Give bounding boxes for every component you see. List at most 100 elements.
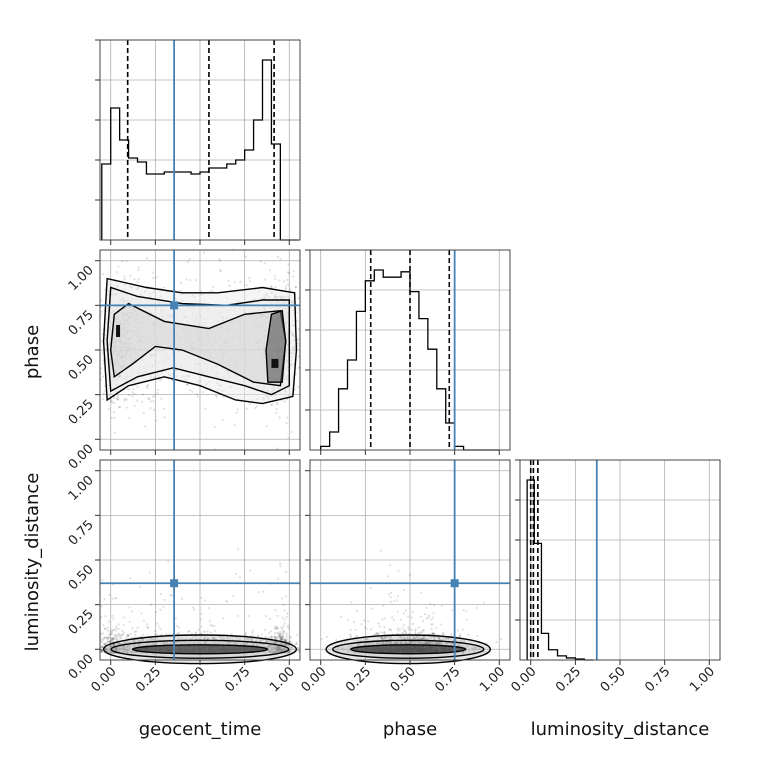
sample-point bbox=[110, 631, 113, 634]
sample-point bbox=[137, 330, 140, 334]
sample-point bbox=[293, 335, 296, 338]
sample-point bbox=[152, 354, 155, 357]
sample-point bbox=[265, 292, 269, 295]
sample-point bbox=[348, 633, 352, 636]
histogram-geocent_time bbox=[95, 39, 301, 245]
sample-point bbox=[225, 296, 228, 299]
sample-point bbox=[197, 311, 200, 314]
sample-point bbox=[179, 289, 182, 292]
sample-point bbox=[267, 398, 270, 401]
sample-point bbox=[289, 364, 293, 367]
sample-point bbox=[278, 633, 281, 637]
sample-point bbox=[125, 293, 128, 296]
sample-point bbox=[113, 330, 117, 333]
sample-point bbox=[130, 342, 133, 345]
sample-point bbox=[121, 356, 124, 359]
density-geocent_time-luminosity_distance: 0.00 0.25 0.50 0.75 1.000.000.250.500.751.00 bbox=[66, 459, 301, 695]
sample-point bbox=[139, 340, 142, 343]
sample-point bbox=[260, 633, 263, 636]
sample-point bbox=[129, 346, 132, 350]
sample-point bbox=[296, 633, 299, 636]
sample-point bbox=[151, 325, 154, 328]
sample-point bbox=[114, 322, 117, 325]
sample-point bbox=[234, 329, 238, 333]
x-tick-label: 0.75 bbox=[642, 664, 673, 695]
sample-point bbox=[297, 297, 300, 300]
sample-point bbox=[375, 633, 378, 636]
sample-point bbox=[261, 297, 264, 300]
sample-point bbox=[116, 364, 119, 367]
sample-point bbox=[230, 632, 233, 636]
sample-point bbox=[158, 361, 161, 364]
sample-point bbox=[256, 634, 260, 637]
sample-point bbox=[114, 292, 117, 295]
sample-point bbox=[435, 626, 438, 629]
sample-point bbox=[110, 293, 113, 296]
sample-point bbox=[399, 618, 403, 621]
sample-point bbox=[125, 308, 128, 312]
sample-point bbox=[352, 620, 356, 623]
sample-point bbox=[125, 260, 128, 263]
sample-point bbox=[429, 602, 432, 606]
sample-point bbox=[122, 314, 126, 317]
sample-point bbox=[116, 319, 119, 322]
sample-point bbox=[226, 341, 229, 345]
sample-point bbox=[155, 419, 158, 422]
sample-point bbox=[184, 375, 187, 378]
sample-point bbox=[360, 623, 363, 626]
sample-point bbox=[154, 629, 157, 633]
sample-point bbox=[152, 290, 155, 294]
sample-point bbox=[255, 379, 258, 382]
sample-point bbox=[291, 333, 294, 336]
sample-point bbox=[113, 327, 116, 330]
x-tick-label: 0.50 bbox=[388, 664, 419, 695]
sample-point bbox=[117, 321, 120, 324]
sample-point bbox=[284, 638, 287, 641]
sample-point bbox=[243, 342, 246, 346]
sample-point bbox=[130, 311, 133, 314]
sample-point bbox=[257, 289, 261, 293]
sample-point bbox=[277, 295, 281, 298]
sample-point bbox=[279, 562, 282, 565]
sample-point bbox=[100, 605, 103, 608]
sample-point bbox=[161, 325, 164, 328]
density-phase-luminosity_distance: 0.00 0.25 0.50 0.75 1.00 bbox=[298, 459, 511, 695]
sample-point bbox=[113, 402, 116, 405]
sample-point bbox=[145, 257, 149, 260]
sample-point bbox=[267, 391, 270, 394]
sample-point bbox=[293, 338, 296, 342]
sample-point bbox=[261, 314, 264, 317]
sample-point bbox=[174, 369, 177, 372]
sample-point bbox=[238, 576, 242, 579]
sample-point bbox=[431, 616, 435, 619]
sample-point bbox=[210, 343, 213, 346]
y-tick-label: 0.75 bbox=[66, 518, 97, 549]
sample-point bbox=[121, 629, 124, 632]
sample-point bbox=[179, 365, 183, 369]
sample-point bbox=[279, 565, 282, 568]
sample-point bbox=[124, 326, 127, 330]
sample-point bbox=[254, 369, 257, 372]
sample-point bbox=[297, 344, 300, 347]
sample-point bbox=[285, 595, 288, 598]
sample-point bbox=[153, 408, 156, 411]
sample-point bbox=[110, 416, 113, 419]
ylabel-phase: phase bbox=[22, 325, 43, 379]
sample-point bbox=[126, 343, 130, 347]
sample-point bbox=[414, 631, 417, 635]
sample-point bbox=[127, 336, 131, 340]
sample-point bbox=[369, 587, 372, 590]
sample-point bbox=[205, 368, 209, 371]
sample-point bbox=[285, 332, 288, 336]
sample-point bbox=[151, 365, 154, 368]
sample-point bbox=[349, 629, 353, 632]
sample-point bbox=[131, 347, 135, 350]
sample-point bbox=[163, 407, 166, 410]
sample-point bbox=[113, 364, 116, 367]
sample-point bbox=[292, 353, 296, 356]
sample-point bbox=[244, 632, 247, 635]
sample-point bbox=[467, 633, 470, 636]
sample-point bbox=[131, 368, 134, 371]
sample-point bbox=[219, 270, 223, 273]
